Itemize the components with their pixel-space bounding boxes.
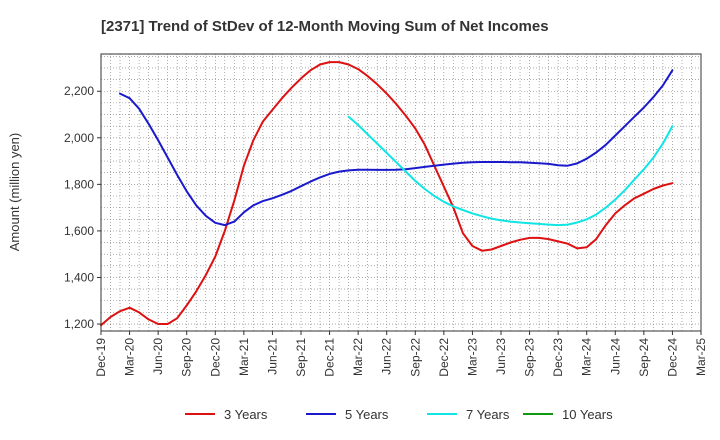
x-tick-label: Mar-20 xyxy=(123,338,137,376)
x-tick-label: Jun-21 xyxy=(265,338,279,375)
x-tick-label: Jun-20 xyxy=(151,338,165,375)
legend-label-5-years: 5 Years xyxy=(345,407,389,422)
y-tick-label: 2,200 xyxy=(64,84,94,98)
chart-title: [2371] Trend of StDev of 12-Month Moving… xyxy=(101,18,549,35)
x-tick-label: Dec-19 xyxy=(94,338,108,377)
y-tick-label: 1,200 xyxy=(64,317,94,331)
x-tick-label: Dec-20 xyxy=(208,338,222,377)
x-tick-label: Dec-21 xyxy=(323,338,337,377)
plot-frame xyxy=(100,53,702,332)
series-lines xyxy=(100,61,674,327)
y-tick-label: 1,600 xyxy=(64,224,94,238)
legend-label-10-years: 10 Years xyxy=(562,407,613,422)
y-tick-label: 1,400 xyxy=(64,270,94,284)
x-ticks: Dec-19 Mar-20 Jun-20 Sep-20 Dec-20 Mar-21 Jun-… xyxy=(94,331,708,377)
x-tick-label: Mar-24 xyxy=(580,338,594,376)
x-tick-label: Dec-22 xyxy=(437,338,451,377)
x-tick-label: Sep-24 xyxy=(637,338,651,377)
x-tick-label: Mar-22 xyxy=(351,338,365,376)
legend-label-7-years: 7 Years xyxy=(466,407,510,422)
x-tick-label: Mar-25 xyxy=(694,338,708,376)
grid xyxy=(100,54,702,331)
series-line-7-years xyxy=(347,115,674,227)
x-tick-label: Mar-23 xyxy=(465,338,479,376)
x-tick-label: Dec-23 xyxy=(551,338,565,377)
x-tick-label: Sep-23 xyxy=(523,338,537,377)
x-tick-label: Sep-21 xyxy=(294,338,308,377)
y-tick-label: 1,800 xyxy=(64,177,94,191)
x-tick-label: Dec-24 xyxy=(665,338,679,377)
legend-label-3-years: 3 Years xyxy=(224,407,268,422)
x-tick-label: Sep-22 xyxy=(408,338,422,377)
x-tick-label: Sep-20 xyxy=(180,338,194,377)
x-tick-label: Jun-22 xyxy=(380,338,394,375)
x-tick-label: Mar-21 xyxy=(237,338,251,376)
x-tick-label: Jun-24 xyxy=(608,338,622,375)
series-line-3-years xyxy=(100,61,674,327)
x-tick-label: Jun-23 xyxy=(494,338,508,375)
axes xyxy=(100,53,702,332)
legend: 3 Years 5 Years 7 Years 10 Years xyxy=(185,407,613,422)
series-line-5-years xyxy=(119,69,674,227)
y-axis-label: Amount (million yen) xyxy=(7,133,22,252)
y-ticks: 1,200 1,400 1,600 1,800 2,000 2,200 xyxy=(64,84,101,331)
y-tick-label: 2,000 xyxy=(64,131,94,145)
